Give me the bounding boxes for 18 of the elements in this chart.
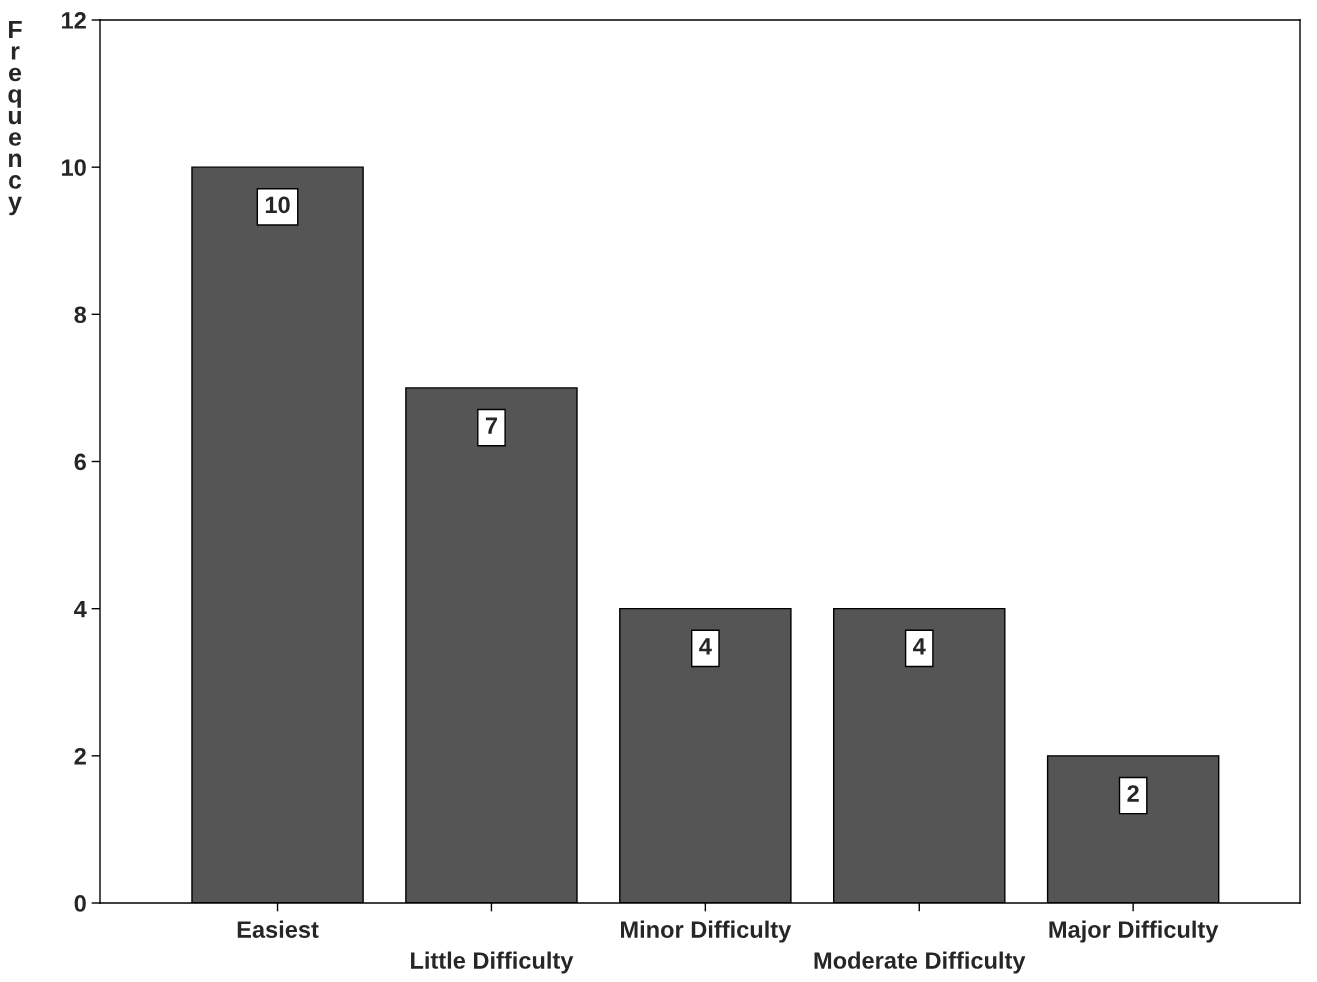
data-label: 2 [1127,785,1139,802]
y-tick-label: 8 [74,306,87,324]
y-tick-label: 0 [74,895,86,912]
x-tick-label: Little Difficulty [411,951,574,974]
data-label: 10 [265,196,290,214]
x-tick-label: Moderate Difficulty [814,951,1026,974]
y-tick-label: 6 [74,453,86,471]
data-label: 4 [699,638,712,655]
data-label: 4 [913,638,926,655]
y-tick-label: 12 [62,12,86,29]
y-tick-label: 2 [74,747,86,765]
text: Frequency [8,20,22,216]
x-tick-label: Easiest [237,920,319,938]
y-tick-label: 10 [62,159,86,176]
data-label: 7 [485,417,497,434]
x-tick-label: Minor Difficulty [621,920,792,943]
x-tick-label: Major Difficulty [1049,920,1219,943]
y-tick-label: 4 [74,600,87,618]
